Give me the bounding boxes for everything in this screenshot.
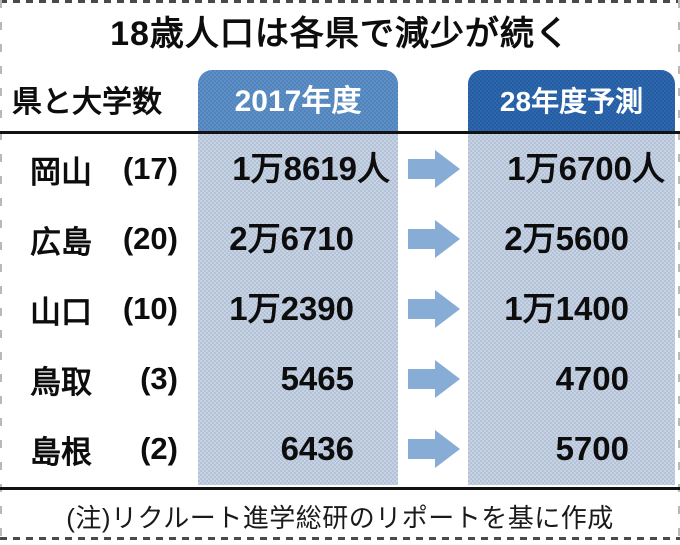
value-2028: 1万1400 <box>504 290 629 327</box>
value-2028: 1万6700人 <box>468 134 675 204</box>
table-row: 鳥取 (3) 5465 4700 <box>0 344 680 414</box>
value-2017: 2万6710 <box>229 220 354 257</box>
prefecture-name: 広島 <box>30 224 92 260</box>
value-2028: 2万5600 <box>504 220 629 257</box>
column-header-2017: 2017年度 <box>198 70 398 133</box>
bottom-dashed-border <box>0 537 680 540</box>
university-count: (10) <box>122 291 178 326</box>
footer-rule <box>0 487 680 490</box>
table-row: 岡山 (17) 1万8619人 1万6700人 <box>0 134 680 204</box>
right-arrow-icon <box>407 344 461 414</box>
right-arrow-icon <box>407 134 461 204</box>
header-rule <box>0 131 680 134</box>
column-header-2028-forecast: 28年度予測 <box>468 70 675 133</box>
value-2028: 5700 <box>555 430 629 467</box>
value-2017: 1万8619人 <box>198 134 398 204</box>
university-count: (20) <box>122 221 178 256</box>
prefecture-name: 岡山 <box>30 154 92 190</box>
right-dashed-border <box>678 0 680 545</box>
right-arrow-icon <box>407 414 461 484</box>
value-2017: 6436 <box>280 430 354 467</box>
prefecture-name: 鳥取 <box>30 364 92 400</box>
prefecture-name: 島根 <box>30 434 92 470</box>
prefecture-cell: 山口 (10) <box>30 274 178 344</box>
source-note: (注)リクルート進学総研のリポートを基に作成 <box>66 503 614 533</box>
value-2017: 1万2390 <box>229 290 354 327</box>
prefecture-name: 山口 <box>30 294 92 330</box>
column-band-2028 <box>468 134 675 485</box>
unit-label: 人 <box>632 150 665 187</box>
prefecture-cell: 島根 (2) <box>30 414 178 484</box>
unit-label: 人 <box>357 150 390 187</box>
university-count: (2) <box>140 431 178 466</box>
right-arrow-icon <box>407 274 461 344</box>
column-band-2017 <box>198 134 398 485</box>
right-arrow-icon <box>407 204 461 274</box>
prefecture-cell: 岡山 (17) <box>30 134 178 204</box>
chart-title: 18歳人口は各県で減少が続く <box>110 15 570 53</box>
prefecture-cell: 鳥取 (3) <box>30 344 178 414</box>
top-dashed-border <box>0 0 680 3</box>
row-header-label: 県と大学数 <box>12 86 162 119</box>
table-row: 島根 (2) 6436 5700 <box>0 414 680 484</box>
prefecture-cell: 広島 (20) <box>30 204 178 274</box>
table-row: 山口 (10) 1万2390 1万1400 <box>0 274 680 344</box>
value-2017: 5465 <box>280 360 354 397</box>
university-count: (3) <box>140 361 178 396</box>
university-count: (17) <box>122 151 178 186</box>
left-dashed-border <box>0 0 2 545</box>
value-2028: 4700 <box>555 360 629 397</box>
table-row: 広島 (20) 2万6710 2万5600 <box>0 204 680 274</box>
